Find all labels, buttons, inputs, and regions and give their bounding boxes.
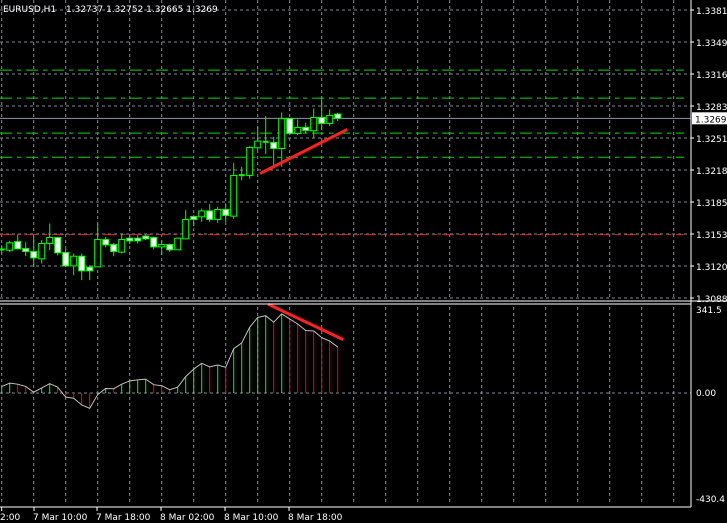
candle-bull	[158, 243, 166, 248]
time-axis-label: 7 Mar 18:00	[96, 513, 151, 523]
candle-bull	[294, 126, 302, 134]
candle-bull	[198, 210, 206, 218]
horizontal-levels[interactable]	[0, 69, 691, 236]
candle-bull	[214, 208, 222, 220]
candle-bear	[134, 237, 142, 242]
price-axis-label: 1.31530	[696, 231, 727, 241]
candles	[0, 98, 342, 281]
candle-bear	[22, 248, 30, 253]
candle-bull	[70, 255, 78, 267]
candle-bull	[94, 239, 102, 268]
grid	[0, 0, 691, 505]
candle-bear	[62, 252, 70, 267]
candle-bear	[270, 141, 278, 149]
candle-bear	[110, 243, 118, 253]
price-axis-label: 1.32510	[696, 135, 727, 145]
candle-bull	[246, 147, 254, 176]
chart-header-symbol: EURUSD,H1	[3, 5, 56, 15]
price-axis-label: 1.31200	[696, 263, 727, 273]
candle-bear	[78, 255, 86, 272]
candle-bull	[182, 218, 190, 240]
indicator-axis-label: 341.5	[696, 306, 722, 316]
candle-bear	[14, 241, 22, 250]
candle-bull	[326, 114, 334, 124]
time-axis-label: 8 Mar 10:00	[224, 513, 279, 523]
candle-bear	[126, 237, 134, 242]
candle-bull	[254, 140, 262, 149]
indicator-line	[1, 313, 338, 409]
candle-bear	[334, 113, 342, 119]
candle-bull	[118, 239, 126, 253]
candle-bear	[142, 235, 150, 240]
candle-bear	[30, 251, 38, 259]
time-axis-label: 7 Mar 10:00	[33, 513, 88, 523]
candle-bear	[190, 215, 198, 220]
indicator-trendline[interactable]	[267, 302, 344, 341]
price-axis-label: 1.33810	[696, 7, 727, 17]
candle-bull	[6, 242, 14, 251]
candle-bear	[166, 243, 174, 251]
candle-bull	[278, 117, 286, 149]
price-axis-label: 1.33160	[696, 71, 727, 81]
price-axis-label: 1.32830	[696, 103, 727, 113]
indicator-axis-label: 0.00	[696, 389, 716, 399]
time-axis-label: 8 Mar 02:00	[160, 513, 215, 523]
indicator-axis-label: -430.4	[696, 495, 725, 505]
indicator-histogram	[1, 313, 339, 409]
candle-bear	[206, 210, 214, 220]
candle-bull	[38, 243, 46, 260]
candle-bull	[310, 116, 318, 132]
candle-bear	[318, 116, 326, 124]
trendlines[interactable]	[259, 128, 348, 341]
candle-bull	[230, 174, 238, 217]
time-axis-label: 8 Mar 18:00	[288, 513, 343, 523]
candle-bull	[46, 236, 54, 245]
price-axis-label: 1.33490	[696, 39, 727, 49]
chart-header-ohlc: 1.32737 1.32752 1.32665 1.3269	[66, 5, 218, 15]
candle-bear	[102, 239, 110, 246]
price-axis-label: 1.30880	[696, 295, 727, 305]
candle-bear	[54, 236, 62, 254]
candle-bear	[86, 266, 94, 272]
candle-bear	[286, 117, 294, 134]
price-trendline[interactable]	[259, 128, 348, 175]
time-axis-label: 2:00	[0, 513, 20, 523]
candle-bear	[302, 126, 310, 131]
price-axis-label: 1.32180	[696, 167, 727, 177]
price-axis-label: 1.31850	[696, 199, 727, 209]
candle-bull	[174, 237, 182, 251]
candle-bear	[222, 208, 230, 216]
candle-bear	[150, 236, 158, 248]
current-price-box	[692, 112, 727, 125]
